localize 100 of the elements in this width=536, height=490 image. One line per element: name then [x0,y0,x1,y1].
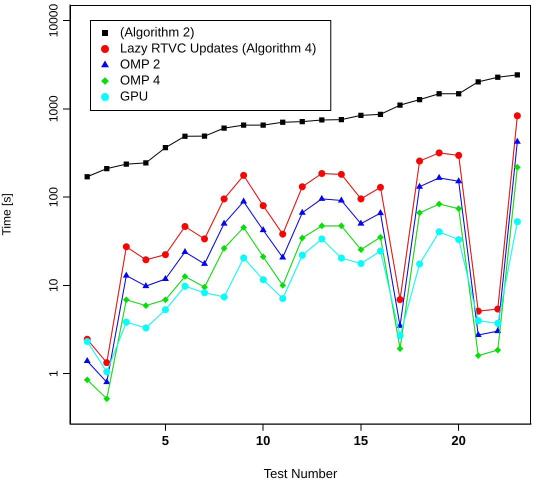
point [182,273,188,280]
point [436,91,442,96]
point [338,222,344,229]
point [455,152,462,159]
point [436,149,443,156]
point [318,170,326,177]
point [376,184,384,191]
point [162,306,169,314]
legend-label: Lazy RTVC Updates (Algorithm 4) [120,40,316,56]
point [181,282,188,290]
point [122,318,130,326]
point [299,234,306,242]
point [455,236,462,244]
point [201,260,208,266]
point [397,102,403,108]
point [376,247,384,254]
point [456,178,462,184]
point [220,245,228,252]
point [495,74,500,80]
point [416,260,424,268]
point [143,160,148,166]
point [240,224,247,231]
point [182,134,188,139]
point [338,254,345,262]
point [299,209,306,215]
point [436,228,443,236]
point [181,223,188,230]
point [162,145,168,150]
x-tick-label: 15 [354,433,368,448]
point [357,260,364,267]
point [279,230,286,238]
point [514,164,520,170]
point [280,282,286,288]
point [396,296,404,304]
point [122,243,130,250]
point [436,200,442,208]
point [124,162,129,167]
point [104,396,110,402]
point [300,118,305,124]
point [338,170,345,178]
point [456,91,462,96]
legend-label: GPU [120,88,148,104]
point [338,196,344,202]
point [103,368,110,376]
point [514,72,520,78]
point [319,117,324,123]
point [162,296,169,303]
x-tick-label: 20 [451,433,466,448]
point [162,276,169,281]
point [240,198,247,204]
point [260,226,266,232]
point [142,324,150,332]
point [474,317,482,324]
point [202,134,208,139]
point [260,254,266,260]
x-tick-label: 5 [162,433,170,448]
point [396,332,404,340]
point [476,79,481,84]
point [201,284,208,290]
point [475,331,482,337]
point [318,195,325,201]
x-tick-label: 10 [256,433,270,448]
point [104,378,110,384]
point [416,158,424,165]
point [377,210,384,216]
legend-label: OMP 4 [120,72,160,88]
point [318,235,326,242]
point [494,328,501,334]
y-tick-label: 100 [46,186,60,208]
point [358,220,364,226]
point [396,346,404,352]
y-tick-label: 10 [46,278,60,292]
point [123,296,130,303]
point [514,138,520,144]
point [84,357,90,363]
y-tick-label: 1 [46,370,60,377]
point [514,112,521,120]
point [279,294,286,302]
point [280,254,286,260]
point [84,376,90,383]
point [416,183,423,189]
point [456,206,462,212]
point [494,320,502,327]
point [260,202,267,210]
point [142,282,149,288]
point [142,256,150,264]
point [494,346,501,354]
point [221,126,227,131]
point [318,222,325,229]
point [104,166,110,172]
point [298,183,306,190]
point [84,174,90,180]
y-tick-label: 10000 [46,4,60,38]
point [298,252,306,259]
point [240,172,248,179]
point [358,112,364,118]
y-axis-title: Time [s] [0,193,14,236]
point [103,359,110,366]
point [358,246,364,253]
point [201,289,208,296]
